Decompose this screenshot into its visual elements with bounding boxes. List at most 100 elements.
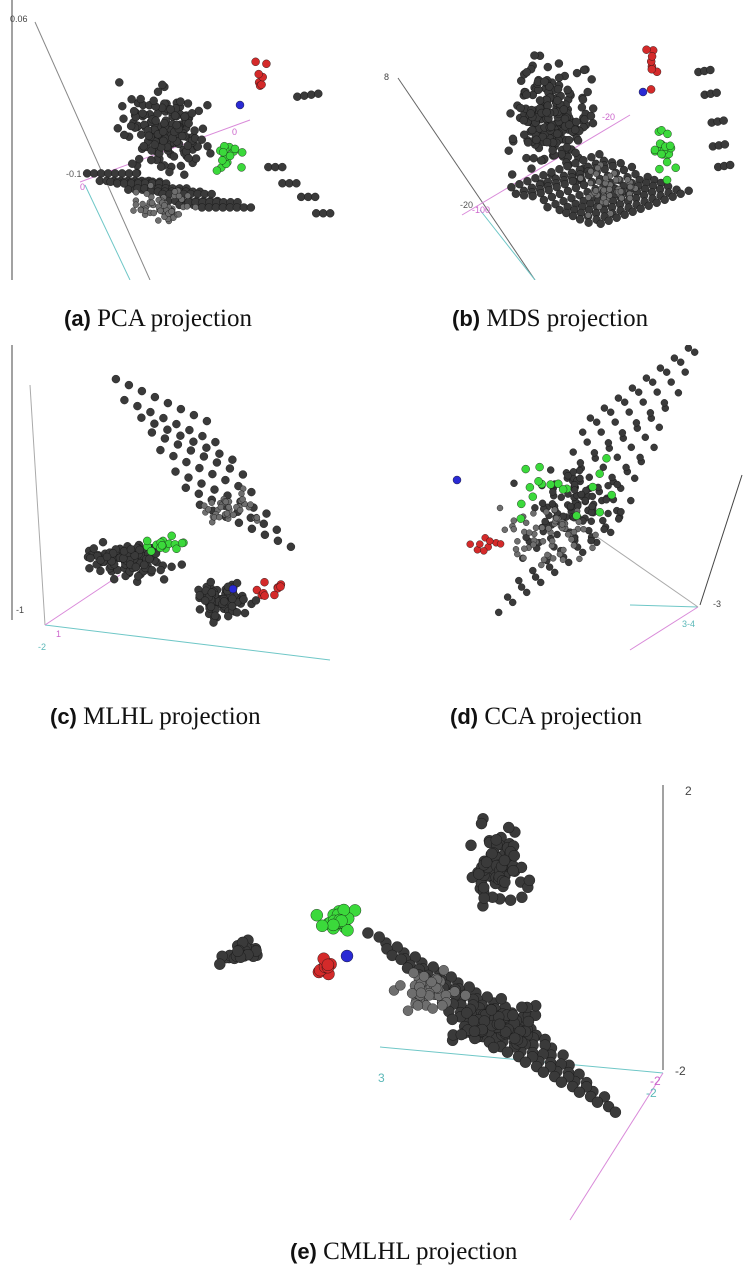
data-point [595,203,603,211]
data-point [225,151,235,161]
data-point [644,201,653,211]
data-point [203,100,212,110]
data-point [578,548,587,557]
data-point [327,918,340,932]
data-point [160,118,169,128]
data-point [624,176,631,183]
data-point [608,473,616,482]
data-point [169,152,179,161]
data-point [504,894,517,906]
data-point [534,477,543,486]
data-point [535,96,545,105]
data-point [676,189,685,199]
data-point [671,163,680,173]
data-point [588,482,597,492]
data-point [668,192,677,202]
data-point [124,380,134,390]
data-point [653,388,661,396]
data-point [133,401,142,411]
data-point [475,817,488,830]
data-point [202,443,211,452]
data-point [677,358,685,366]
data-point [150,419,159,428]
data-point [321,958,335,972]
data-point [221,475,230,485]
data-point [595,469,604,478]
data-point [129,106,139,116]
data-point [588,104,598,113]
axis-line-depth [397,77,536,280]
tick-label: -100 [472,205,490,215]
data-point [613,453,622,462]
data-point [172,419,181,429]
data-point [147,565,157,575]
data-point [177,131,187,141]
data-point [426,976,437,988]
data-point [560,546,567,554]
data-point [200,596,210,605]
data-point [600,525,608,534]
data-point [130,551,139,560]
data-point [550,568,559,577]
data-point [208,499,216,506]
data-point [641,433,649,442]
data-point [570,542,578,549]
data-point [571,148,580,158]
data-point [216,513,223,521]
data-point [293,92,302,101]
mds-caption: (b) MDS projection [452,305,648,333]
data-point [522,588,531,597]
data-point [560,114,570,124]
data-point [569,448,577,456]
data-point [547,192,557,202]
data-point [572,117,581,127]
data-point [538,561,545,569]
data-point [649,378,657,386]
tick-label: -2 [675,1064,686,1078]
data-point [586,414,595,422]
tick-label: -20 [460,200,473,210]
data-point [208,469,217,479]
data-point [159,575,169,584]
data-point [136,94,145,104]
data-point [292,179,301,188]
axis-line-x [629,604,699,608]
data-point [559,105,569,114]
data-point [652,198,661,208]
data-point [531,173,540,183]
data-point [449,986,460,997]
data-point [509,1032,521,1044]
data-point [691,348,699,356]
data-point [310,908,324,922]
data-point [507,865,519,877]
data-point [503,593,512,601]
data-point [262,59,271,68]
data-point [161,202,168,209]
data-point [222,498,230,506]
data-point [528,492,538,501]
data-point [120,395,129,405]
data-point [606,186,613,193]
tick-label: -2 [650,1074,661,1088]
data-point [588,492,597,501]
data-point [526,109,535,118]
data-point [548,537,556,545]
data-point [175,192,183,200]
data-point [270,590,279,600]
data-point [539,195,549,205]
data-point [516,103,525,113]
data-point [614,515,623,523]
data-point [520,554,527,562]
data-point [408,967,419,979]
data-point [184,473,193,482]
data-point [522,68,531,77]
data-point [466,540,474,548]
data-point [575,215,585,224]
data-point [494,608,503,617]
data-point [531,573,540,581]
data-point [593,170,600,178]
data-point [314,89,323,98]
data-point [580,525,587,533]
data-point [537,1066,550,1078]
data-point [602,174,609,182]
